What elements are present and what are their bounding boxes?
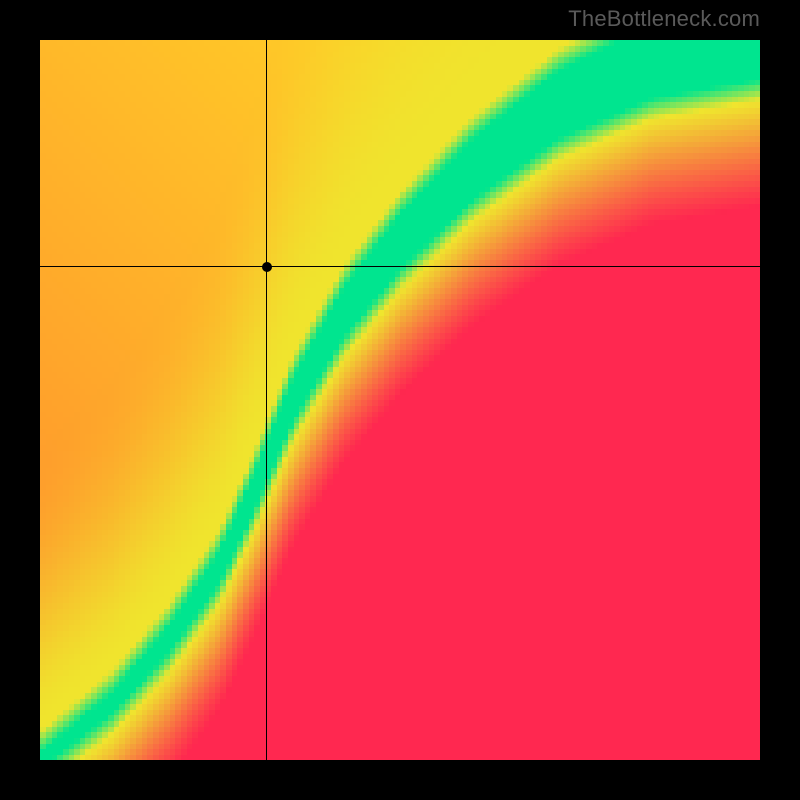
watermark-text: TheBottleneck.com: [568, 6, 760, 32]
heatmap-plot: [40, 40, 760, 760]
crosshair-vertical: [266, 40, 267, 760]
crosshair-point: [262, 262, 272, 272]
chart-frame: TheBottleneck.com: [0, 0, 800, 800]
heatmap-canvas: [40, 40, 760, 760]
crosshair-horizontal: [40, 266, 760, 267]
